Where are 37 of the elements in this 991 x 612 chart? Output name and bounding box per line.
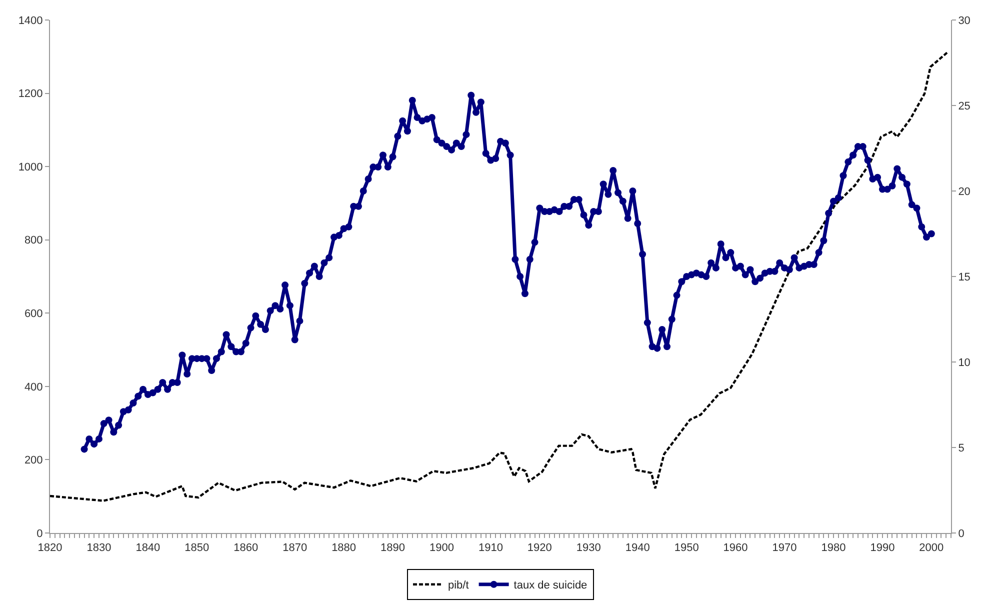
x-tick-label: 1920 — [527, 542, 552, 554]
x-tick-label: 1900 — [430, 542, 454, 554]
y-tick-label: 600 — [24, 308, 43, 320]
x-tick-label: 1940 — [625, 542, 650, 554]
y-tick-label: 1400 — [18, 14, 43, 27]
x-tick-label: 1870 — [282, 542, 308, 554]
x-tick-label: 1960 — [723, 542, 748, 554]
x-tick-label: 1890 — [380, 542, 406, 554]
x-tick-label: 1840 — [136, 542, 160, 554]
legend-label: pib/t — [448, 580, 469, 592]
x-tick-label: 1850 — [184, 542, 210, 554]
y-tick-label: 200 — [24, 454, 43, 467]
x-tick-label: 1930 — [576, 542, 601, 554]
x-tick-label: 1830 — [86, 542, 112, 554]
y-tick-label: 400 — [24, 381, 43, 394]
y2-tick-label: 15 — [958, 271, 970, 284]
y2-tick-label: 25 — [958, 100, 970, 112]
legend-label: taux de suicide — [514, 580, 588, 592]
x-tick-label: 1820 — [38, 542, 62, 554]
x-tick-label: 1980 — [821, 542, 846, 554]
y-tick-label: 1200 — [18, 88, 43, 100]
y-tick-label: 0 — [36, 528, 43, 540]
y-tick-label: 800 — [24, 234, 43, 247]
x-tick-label: 2000 — [919, 542, 944, 554]
y2-tick-label: 5 — [958, 442, 964, 454]
x-tick-label: 1880 — [332, 542, 356, 554]
y2-tick-label: 20 — [958, 186, 970, 198]
line-series — [50, 52, 948, 502]
y2-tick-label: 0 — [958, 528, 964, 540]
x-tick-label: 1910 — [478, 542, 503, 554]
y-tick-label: 1000 — [18, 161, 43, 174]
x-tick-label: 1860 — [234, 542, 258, 554]
y2-tick-label: 10 — [958, 356, 970, 369]
x-tick-label: 1970 — [772, 542, 797, 554]
x-tick-label: 1950 — [674, 542, 699, 554]
y2-tick-label: 30 — [958, 14, 970, 27]
x-tick-label: 1990 — [870, 542, 895, 554]
